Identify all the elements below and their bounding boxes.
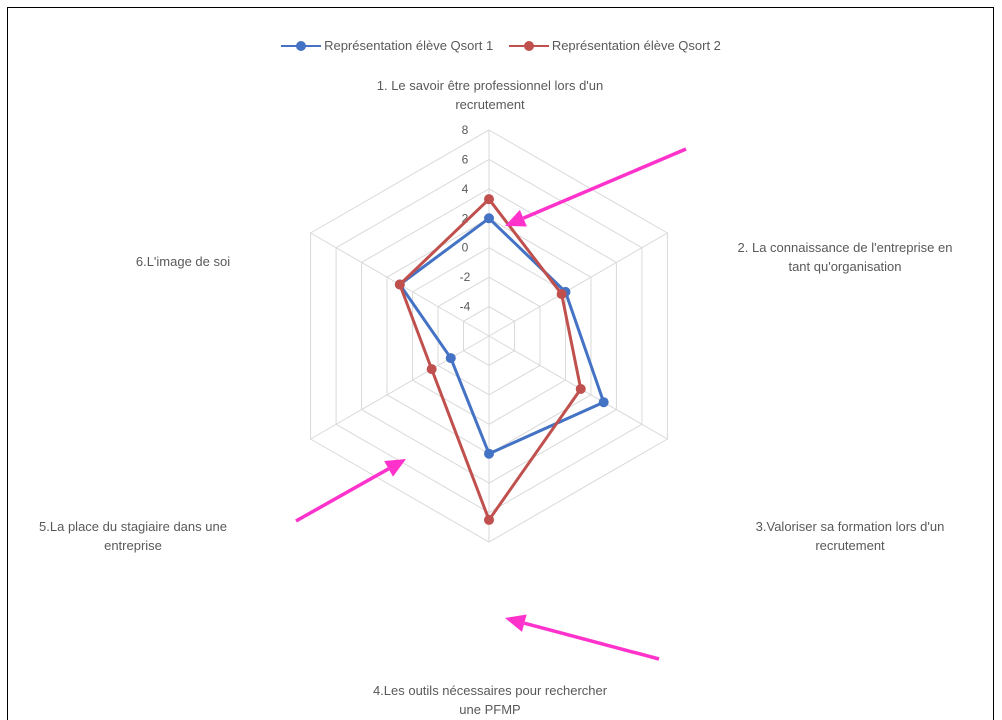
series-2-point xyxy=(394,279,405,290)
category-label: 1. Le savoir être professionnel lors d'u… xyxy=(377,78,604,93)
series-1-point xyxy=(598,397,609,408)
category-label: entreprise xyxy=(104,538,162,553)
series-2-point xyxy=(484,194,494,205)
annotation-arrowhead xyxy=(505,614,527,632)
category-label: 5.La place du stagiaire dans une xyxy=(39,519,227,534)
category-label: 6.L'image de soi xyxy=(136,254,230,269)
annotation-arrowhead xyxy=(505,209,527,227)
series-1-point xyxy=(484,448,494,459)
tick-label: 6 xyxy=(462,152,469,166)
chart-frame xyxy=(7,7,994,720)
grid-spoke xyxy=(488,232,668,337)
category-label: 4.Les outils nécessaires pour rechercher xyxy=(373,683,608,698)
series-2-point xyxy=(484,514,494,525)
category-label: 2. La connaissance de l'entreprise en xyxy=(738,240,953,255)
legend-swatch-series-1 xyxy=(281,40,322,51)
category-label: 3.Valoriser sa formation lors d'un xyxy=(756,519,945,534)
grid-spoke xyxy=(310,335,490,440)
series-1-point xyxy=(484,213,494,224)
tick-label: 4 xyxy=(462,182,469,196)
annotation-arrowhead xyxy=(384,459,406,477)
series-1-point xyxy=(445,353,456,364)
legend: Représentation élève Qsort 1 Représentat… xyxy=(0,38,1002,54)
annotation-arrow xyxy=(295,467,390,523)
series-2-point xyxy=(426,364,437,375)
category-label: recrutement xyxy=(455,97,525,112)
category-label: tant qu'organisation xyxy=(788,259,901,274)
legend-entry-series-1: Représentation élève Qsort 1 xyxy=(281,38,493,53)
category-label: recrutement xyxy=(815,538,885,553)
category-label: une PFMP xyxy=(459,702,520,717)
legend-label-series-1: Représentation élève Qsort 1 xyxy=(324,38,494,53)
legend-swatch-series-2 xyxy=(508,40,549,51)
annotation-arrow xyxy=(523,621,660,661)
tick-label: -2 xyxy=(460,270,471,284)
annotation-arrow xyxy=(522,147,687,220)
series-2-point xyxy=(575,383,586,394)
legend-entry-series-2: Représentation élève Qsort 2 xyxy=(508,38,721,53)
series-2-point xyxy=(556,289,567,300)
legend-label-series-2: Représentation élève Qsort 2 xyxy=(551,38,721,53)
series-2-line xyxy=(398,197,583,522)
tick-label: 0 xyxy=(462,241,469,255)
tick-label: -4 xyxy=(460,300,471,314)
tick-label: 8 xyxy=(462,123,469,137)
tick-label: 2 xyxy=(462,211,469,225)
